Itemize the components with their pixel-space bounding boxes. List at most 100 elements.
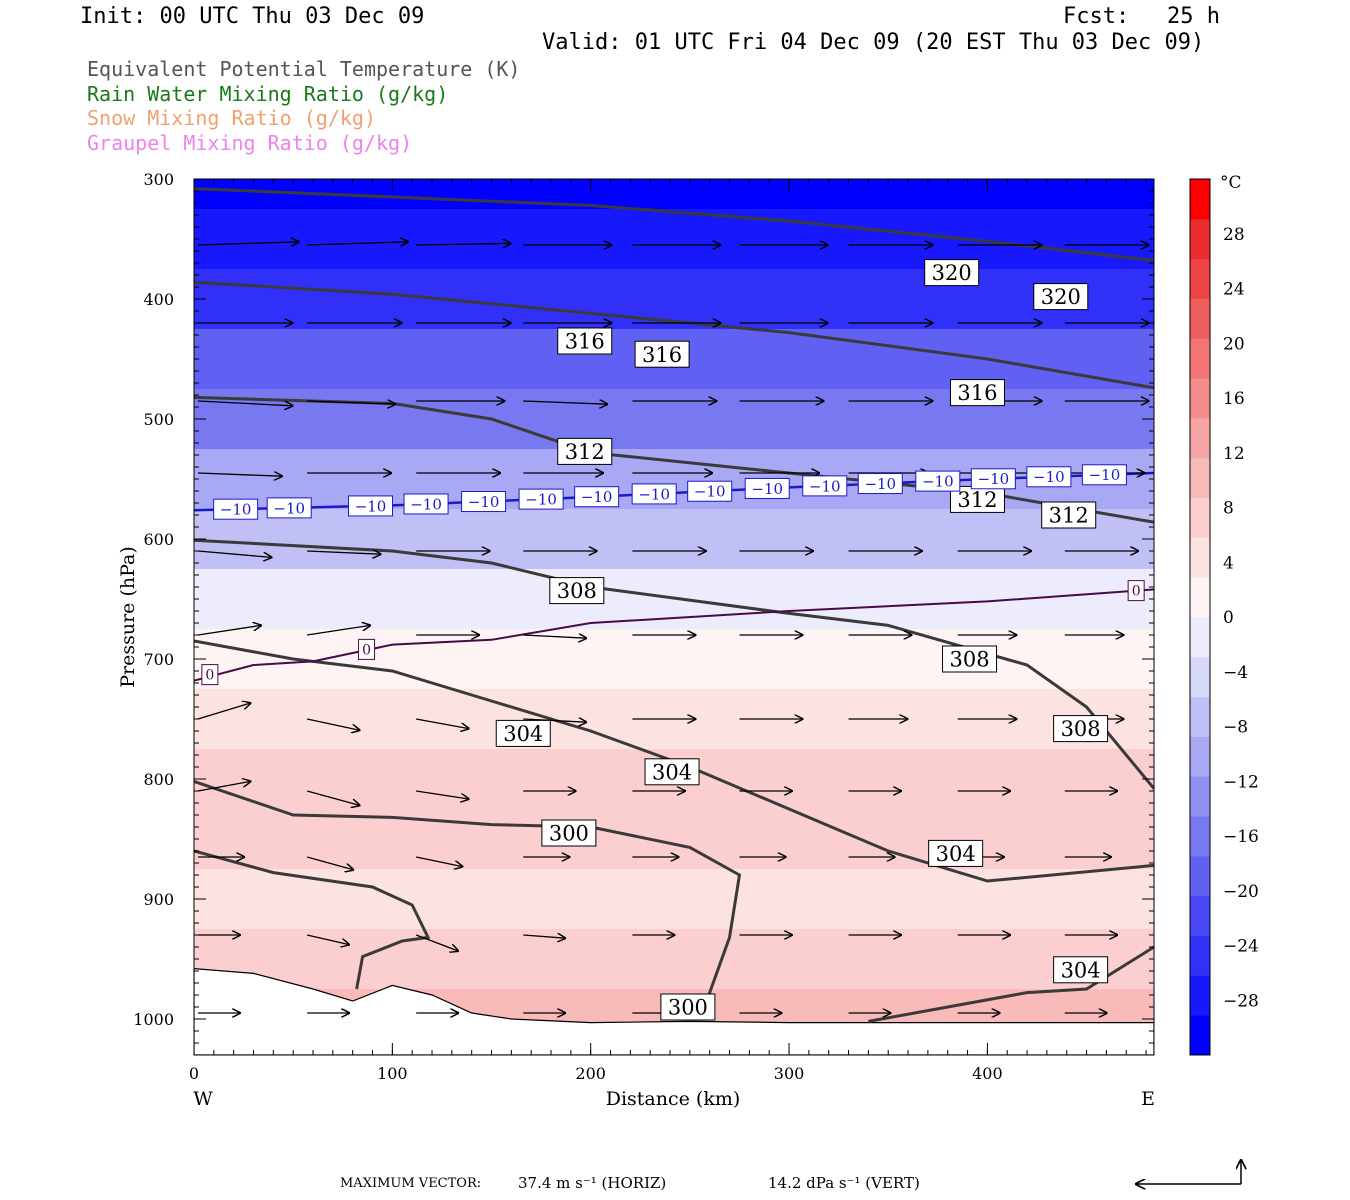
isotherm-minus10-label-text: −10 (355, 497, 387, 515)
isotherm-minus10-label-box (687, 480, 733, 502)
y-tick-label: 800 (143, 770, 174, 789)
theta-e-label-text: 308 (949, 648, 989, 672)
isotherm-minus10-label: −10 (970, 468, 1016, 490)
wind-vector (306, 790, 360, 805)
y-tick-label: 900 (143, 890, 174, 909)
theta-e-label-text: 300 (549, 822, 589, 846)
isotherm-minus10-label-text: −10 (1089, 466, 1121, 484)
west-label: W (193, 1088, 213, 1110)
theta-e-contour-304 (868, 945, 1154, 1023)
colorbar-segment (1190, 895, 1210, 937)
isotherm-minus10-label-text: −10 (273, 499, 305, 517)
temperature-band (194, 389, 1154, 450)
theta-e-label-box (660, 993, 716, 1021)
wind-vector (416, 790, 469, 799)
x-tick-label: 200 (575, 1064, 606, 1083)
wind-vector (523, 935, 565, 938)
wind-vector (306, 718, 360, 730)
forecast-hour-label: Fcst: (1063, 4, 1130, 29)
colorbar-label: −24 (1223, 937, 1259, 957)
isotherm-zero-label-box (201, 664, 219, 686)
isotherm-zero-label-box (358, 638, 376, 660)
wind-vector (416, 718, 469, 729)
isotherm-minus10-label: −10 (802, 475, 848, 497)
isotherm-minus10-label-text: −10 (809, 477, 841, 495)
theta-e-label-box (634, 340, 690, 368)
colorbar-segment (1190, 417, 1210, 459)
colorbar-label: −28 (1223, 991, 1259, 1011)
colorbar-segment (1190, 855, 1210, 897)
theta-e-label-box (1053, 956, 1109, 984)
colorbar-segment (1190, 776, 1210, 817)
colorbar-label: −12 (1223, 772, 1259, 792)
theta-e-label-box (942, 645, 998, 673)
theta-e-label-text: 320 (1041, 285, 1081, 309)
colorbar-segment (1190, 736, 1210, 777)
theta-e-label: 316 (949, 379, 1005, 407)
y-tick-label: 300 (143, 170, 174, 189)
legend-snow: Snow Mixing Ratio (g/kg) (87, 106, 376, 130)
colorbar-segment (1190, 258, 1210, 299)
theta-e-label: 320 (1033, 283, 1089, 311)
theta-e-label-text: 304 (1061, 958, 1101, 982)
isotherm-minus10-label-text: −10 (864, 475, 896, 493)
theta-e-label-box (1041, 501, 1097, 529)
colorbar-segment (1190, 935, 1210, 976)
colorbar-segment (1190, 1015, 1210, 1056)
theta-e-label-box (549, 577, 605, 605)
y-tick-label: 400 (143, 290, 174, 309)
colorbar-segment (1190, 617, 1210, 658)
isotherm-zero (194, 588, 1154, 682)
theta-e-label-text: 316 (642, 343, 682, 367)
theta-e-label-box (924, 259, 980, 287)
isotherm-minus10-label-box (348, 495, 394, 517)
isotherm-minus10-label-box (970, 468, 1016, 490)
colorbar-segment (1190, 816, 1210, 857)
colorbar-frame (1189, 178, 1211, 1056)
x-tick-label: 100 (377, 1064, 408, 1083)
colorbar-segment (1190, 298, 1210, 339)
colorbar-label: 20 (1223, 334, 1245, 354)
colorbar-label: 8 (1223, 499, 1234, 519)
colorbar-segment (1190, 179, 1210, 220)
isotherm-minus10-label: −10 (1081, 464, 1127, 486)
legend-graupel: Graupel Mixing Ratio (g/kg) (87, 131, 413, 155)
wind-vector (415, 934, 458, 951)
theta-e-label-text: 304 (652, 760, 692, 784)
isotherm-minus10-label: −10 (1026, 466, 1072, 488)
theta-e-label: 308 (1053, 715, 1109, 743)
isotherm-zero-label-text: 0 (1132, 584, 1141, 600)
temperature-band (194, 269, 1154, 330)
colorbar-segment (1190, 537, 1210, 578)
isotherm-minus10-label-box (266, 497, 312, 519)
isotherm-minus10-label-box (1026, 466, 1072, 488)
colorbar-label: −16 (1223, 827, 1259, 847)
isotherm-minus10-label-box (802, 475, 848, 497)
reference-vector-icon (1136, 1160, 1241, 1184)
theta-e-label-text: 304 (503, 722, 543, 746)
isotherm-zero-label-box (1127, 580, 1145, 602)
isotherm-zero-label: 0 (1127, 580, 1145, 602)
theta-e-label: 308 (549, 577, 605, 605)
colorbar-segment (1190, 656, 1210, 698)
isotherm-zero-label: 0 (201, 664, 219, 686)
theta-e-label-text: 312 (957, 488, 997, 512)
theta-e-label-box (541, 819, 597, 847)
isotherm-minus10-label: −10 (857, 473, 903, 495)
theta-e-label: 304 (495, 719, 551, 747)
theta-e-label-text: 308 (1061, 717, 1101, 741)
isotherm-minus10-label-text: −10 (922, 473, 954, 491)
x-tick-label: 300 (774, 1064, 805, 1083)
theta-e-label-text: 316 (957, 381, 997, 405)
isotherm-minus10-label-box (213, 498, 259, 520)
theta-e-label: 304 (1053, 956, 1109, 984)
colorbar-label: −4 (1223, 663, 1248, 683)
theta-e-label-text: 312 (565, 440, 605, 464)
wind-vector (197, 703, 251, 720)
colorbar-label: −20 (1223, 882, 1259, 902)
wind-vector (306, 934, 349, 945)
colorbar-label: 12 (1223, 444, 1245, 464)
wind-vector (416, 243, 511, 245)
wind-vector (306, 856, 353, 870)
theta-e-label: 304 (928, 839, 984, 867)
